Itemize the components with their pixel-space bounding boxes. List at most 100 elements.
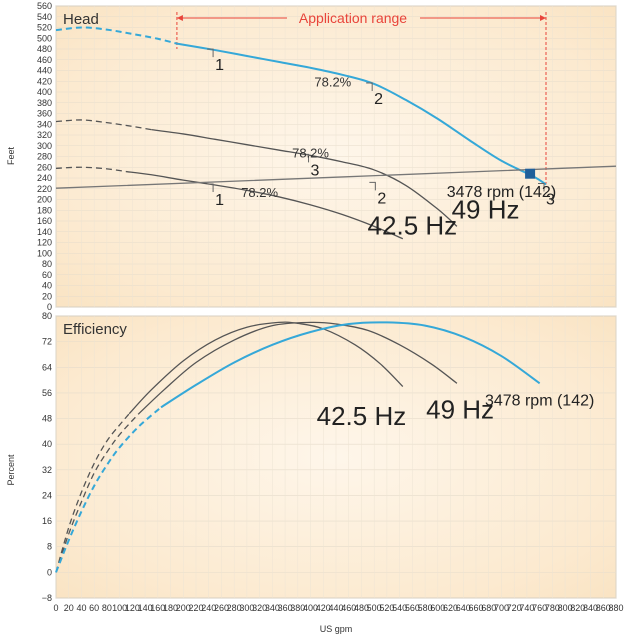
series-49-hz	[138, 321, 458, 415]
y-tick-label: 320	[37, 130, 52, 140]
y-tick-label: 140	[37, 227, 52, 237]
x-tick-label: 20	[64, 603, 74, 613]
point-marker-tick	[366, 82, 373, 91]
operating-point	[525, 168, 536, 179]
y-tick-label: 420	[37, 76, 52, 86]
efficiency-panel: −8 0 8 16 24 32 40 48 56 64 72 80 42.5 Hz 49 Hz3478 …	[6, 311, 617, 603]
y-tick-label: 520	[37, 23, 52, 33]
x-tick-label: 220	[188, 603, 203, 613]
x-tick-label: 480	[354, 603, 369, 613]
point-marker-tick	[302, 153, 310, 163]
series-42-5-hz	[125, 170, 404, 240]
y-tick-label: 8	[47, 542, 52, 552]
y-tick-label: 560	[37, 1, 52, 11]
head-series	[55, 26, 617, 240]
y-tick-label: 240	[37, 173, 52, 183]
annotation-78-2: 78.2%	[314, 75, 351, 90]
series-49-hz-dashed	[55, 119, 152, 131]
x-tick-label: 780	[545, 603, 560, 613]
x-tick-label: 180	[163, 603, 178, 613]
x-tick-label: 540	[392, 603, 407, 613]
x-tick-label: 120	[125, 603, 140, 613]
y-tick-label: 0	[47, 302, 52, 312]
arrowhead-right	[540, 15, 546, 21]
point-marker-tick	[207, 183, 214, 192]
x-tick-label: 740	[519, 603, 534, 613]
annotation-49-hz: 49 Hz	[452, 194, 520, 224]
x-tick-label: 660	[468, 603, 483, 613]
series-3478-rpm-142	[160, 321, 541, 409]
y-tick-label: 120	[37, 238, 52, 248]
y-tick-label: 80	[42, 311, 52, 321]
y-tick-label: 32	[42, 465, 52, 475]
head-point-markers: 1 2 3 1 2 3	[207, 48, 555, 209]
x-tick-label: 860	[596, 603, 611, 613]
x-tick-label: 420	[316, 603, 331, 613]
y-tick-label: 380	[37, 98, 52, 108]
annotation-42-5-hz: 42.5 Hz	[317, 401, 407, 431]
point-marker-tick	[207, 48, 214, 58]
x-tick-label: 100	[112, 603, 127, 613]
x-tick-label: 880	[608, 603, 623, 613]
x-tick-label: 620	[443, 603, 458, 613]
x-tick-labels: 0 20 40 60 80 1001201401601802002202402602803…	[53, 603, 623, 613]
x-tick-label: 600	[430, 603, 445, 613]
x-tick-label: 200	[176, 603, 191, 613]
x-tick-label: 460	[341, 603, 356, 613]
y-tick-label: 400	[37, 87, 52, 97]
y-tick-label: 500	[37, 33, 52, 43]
series-3478-rpm-142-dashed	[55, 26, 178, 45]
x-tick-label: 520	[379, 603, 394, 613]
x-tick-label: 340	[265, 603, 280, 613]
y-tick-label: 480	[37, 44, 52, 54]
x-tick-label: 360	[278, 603, 293, 613]
y-tick-label: 72	[42, 337, 52, 347]
y-tick-label: 260	[37, 162, 52, 172]
series-42-5-hz-dashed	[55, 413, 130, 573]
x-tick-label: 80	[102, 603, 112, 613]
x-tick-label: 40	[76, 603, 86, 613]
annotation-42-5-hz: 42.5 Hz	[368, 210, 458, 240]
y-tick-label: 540	[37, 12, 52, 22]
y-tick-label: 20	[42, 291, 52, 301]
y-tick-label: 16	[42, 516, 52, 526]
y-tick-label: 64	[42, 362, 52, 372]
series-49-hz-dashed	[55, 413, 140, 573]
series-3478-rpm-142	[176, 42, 547, 186]
annotation-3478-rpm-142: 3478 rpm (142)	[447, 184, 556, 201]
arrowhead-left	[176, 15, 183, 21]
y-tick-label: 280	[37, 152, 52, 162]
y-tick-label: 460	[37, 55, 52, 65]
x-axis-label: US gpm	[320, 624, 353, 634]
x-tick-label: 800	[558, 603, 573, 613]
y-tick-label: 440	[37, 66, 52, 76]
point-marker-tick	[369, 181, 376, 191]
point-label-3: 3	[311, 162, 320, 179]
point-label-2: 2	[377, 190, 386, 207]
head-panel-title: Head	[63, 11, 99, 28]
y-tick-label: 24	[42, 490, 52, 500]
efficiency-series	[55, 321, 541, 573]
y-tick-label: 56	[42, 388, 52, 398]
head-y-tick-labels: 0204060801001201401601802002202402602803…	[37, 1, 52, 312]
y-tick-label: 80	[42, 259, 52, 269]
efficiency-y-axis-label: Percent	[6, 454, 16, 486]
x-tick-label: 500	[367, 603, 382, 613]
y-tick-label: 180	[37, 205, 52, 215]
point-label-1: 1	[215, 192, 224, 209]
x-tick-label: 280	[227, 603, 242, 613]
annotation-49-hz: 49 Hz	[426, 395, 494, 425]
x-tick-label: 760	[532, 603, 547, 613]
x-tick-label: 160	[150, 603, 165, 613]
y-tick-label: 60	[42, 270, 52, 280]
y-tick-label: 360	[37, 109, 52, 119]
x-tick-label: 820	[570, 603, 585, 613]
x-tick-label: 560	[405, 603, 420, 613]
y-tick-label: 48	[42, 414, 52, 424]
annotation-78-2: 78.2%	[241, 185, 278, 200]
x-tick-label: 400	[303, 603, 318, 613]
point-label-1: 1	[215, 57, 224, 74]
x-tick-label: 640	[456, 603, 471, 613]
